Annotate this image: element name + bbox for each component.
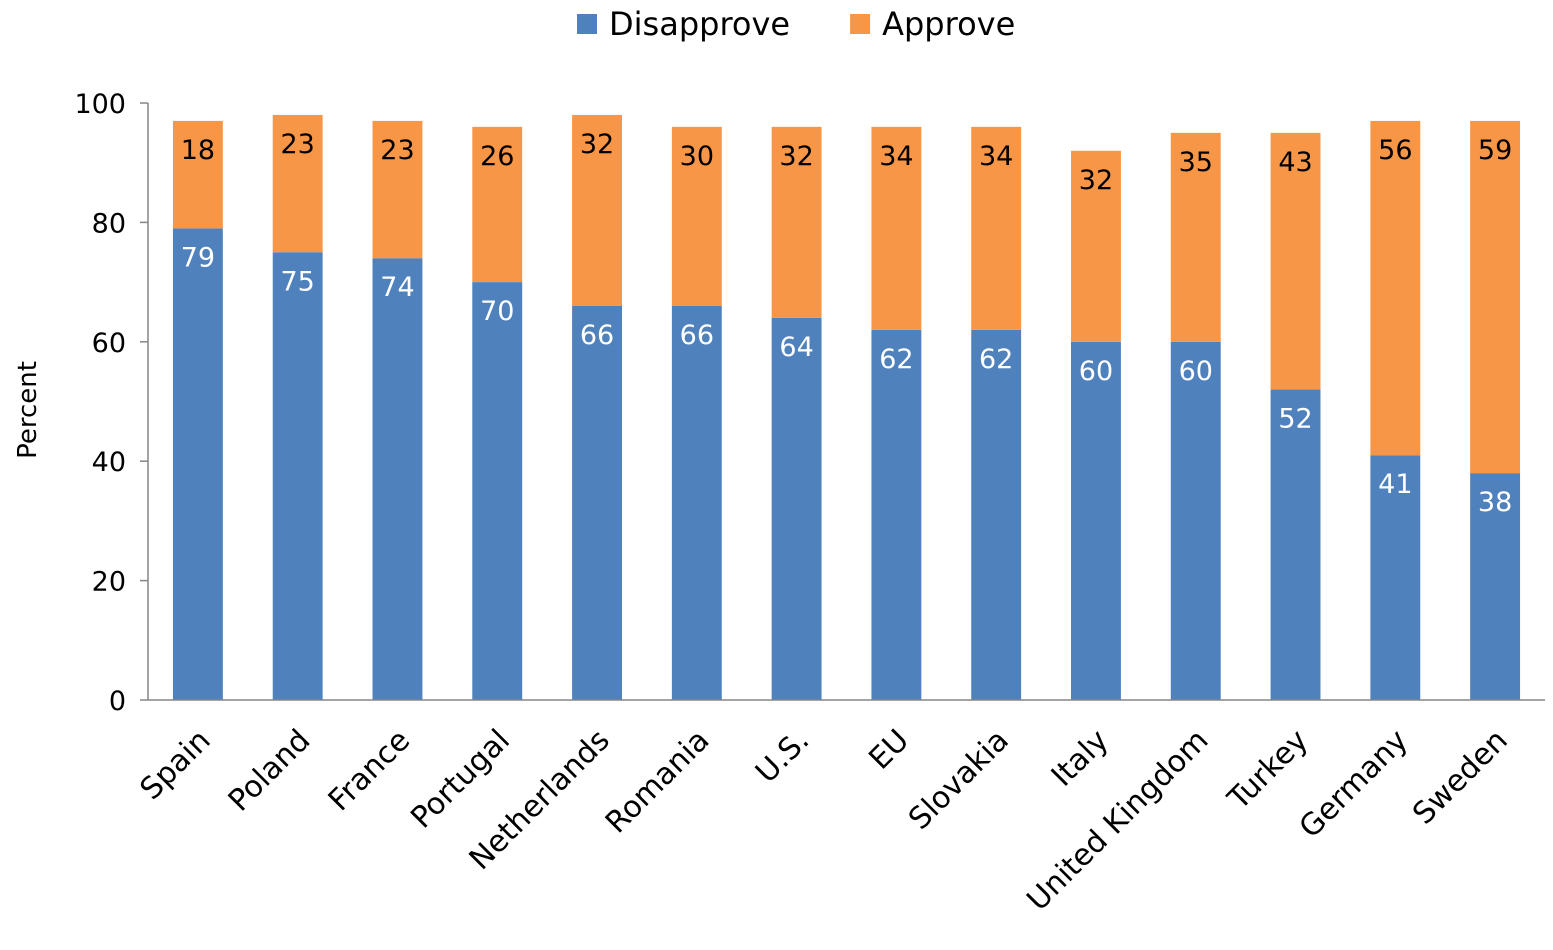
x-tick-label-germany: Germany — [1293, 723, 1415, 845]
bar-disapprove-netherlands — [572, 306, 622, 700]
data-label-approve-portugal: 26 — [480, 141, 514, 172]
data-label-disapprove-poland: 75 — [280, 266, 314, 297]
legend-label-approve: Approve — [882, 5, 1015, 43]
bar-disapprove-slovakia — [971, 330, 1021, 700]
bar-disapprove-u-s — [772, 318, 822, 700]
data-label-disapprove-portugal: 70 — [480, 296, 514, 327]
x-tick-label-slovakia: Slovakia — [902, 723, 1016, 837]
data-label-approve-netherlands: 32 — [580, 129, 614, 160]
data-label-approve-sweden: 59 — [1478, 135, 1512, 166]
legend-swatch-approve — [850, 14, 870, 34]
bars: 79 18 75 23 74 23 70 26 66 32 66 30 64 32 62 34 62 34 60 32… — [173, 115, 1520, 700]
x-tick-label-spain: Spain — [134, 723, 218, 807]
bar-group-spain: 79 18 — [173, 121, 223, 700]
x-tick-label-united-kingdom: United Kingdom — [1020, 723, 1215, 918]
data-label-approve-romania: 30 — [680, 141, 714, 172]
data-label-approve-france: 23 — [380, 135, 414, 166]
y-axis: 0 20 40 60 80 100 — [74, 89, 148, 717]
bar-disapprove-united-kingdom — [1171, 342, 1221, 700]
bar-group-turkey: 52 43 — [1271, 133, 1321, 700]
data-label-disapprove-spain: 79 — [181, 242, 215, 273]
x-tick-label-sweden: Sweden — [1406, 723, 1515, 832]
bar-group-eu: 62 34 — [871, 127, 921, 700]
data-label-approve-united-kingdom: 35 — [1179, 147, 1213, 178]
legend-swatch-disapprove — [577, 14, 597, 34]
bar-approve-sweden — [1470, 121, 1520, 473]
bar-group-netherlands: 66 32 — [572, 115, 622, 700]
bar-group-romania: 66 30 — [672, 127, 722, 700]
x-tick-label-u-s: U.S. — [749, 723, 816, 790]
x-axis: Spain Poland FrancePortugalNetherlandsRoma… — [134, 700, 1545, 918]
legend: Disapprove Approve — [577, 5, 1015, 43]
bar-disapprove-poland — [273, 252, 323, 700]
bar-approve-germany — [1370, 121, 1420, 455]
y-tick-label: 20 — [92, 567, 126, 598]
x-tick-label-poland: Poland — [222, 723, 318, 819]
y-tick-label: 80 — [92, 208, 126, 239]
bar-disapprove-turkey — [1271, 390, 1321, 700]
y-tick-label: 40 — [92, 447, 126, 478]
bar-disapprove-france — [373, 258, 423, 700]
bar-disapprove-romania — [672, 306, 722, 700]
y-tick-label: 100 — [74, 89, 126, 120]
legend-label-disapprove: Disapprove — [609, 5, 790, 43]
data-label-approve-italy: 32 — [1079, 165, 1113, 196]
y-axis-title: Percent — [13, 361, 43, 459]
x-tick-label-france: France — [322, 723, 417, 818]
x-tick-label-romania: Romania — [599, 723, 717, 841]
bar-group-u-s: 64 32 — [772, 127, 822, 700]
data-label-disapprove-united-kingdom: 60 — [1179, 356, 1213, 387]
data-label-disapprove-sweden: 38 — [1478, 487, 1512, 518]
bar-group-portugal: 70 26 — [472, 127, 522, 700]
data-label-disapprove-turkey: 52 — [1278, 404, 1312, 435]
x-tick-label-turkey: Turkey — [1221, 723, 1315, 817]
bar-group-sweden: 38 59 — [1470, 121, 1520, 700]
data-label-approve-u-s: 32 — [779, 141, 813, 172]
data-label-approve-eu: 34 — [879, 141, 913, 172]
bar-group-poland: 75 23 — [273, 115, 323, 700]
bar-disapprove-portugal — [472, 282, 522, 700]
data-label-disapprove-eu: 62 — [879, 344, 913, 375]
bar-group-germany: 41 56 — [1370, 121, 1420, 700]
bar-disapprove-eu — [871, 330, 921, 700]
bar-disapprove-spain — [173, 228, 223, 700]
data-label-disapprove-netherlands: 66 — [580, 320, 614, 351]
data-label-approve-germany: 56 — [1378, 135, 1412, 166]
data-label-approve-slovakia: 34 — [979, 141, 1013, 172]
bar-disapprove-italy — [1071, 342, 1121, 700]
y-tick-label: 0 — [109, 686, 126, 717]
y-tick-label: 60 — [92, 328, 126, 359]
bar-group-italy: 60 32 — [1071, 151, 1121, 700]
data-label-disapprove-romania: 66 — [680, 320, 714, 351]
data-label-disapprove-germany: 41 — [1378, 469, 1412, 500]
data-label-disapprove-slovakia: 62 — [979, 344, 1013, 375]
bar-group-united-kingdom: 60 35 — [1171, 133, 1221, 700]
bar-group-slovakia: 62 34 — [971, 127, 1021, 700]
x-tick-label-italy: Italy — [1045, 723, 1116, 794]
data-label-approve-spain: 18 — [181, 135, 215, 166]
bar-group-france: 74 23 — [373, 121, 423, 700]
data-label-approve-poland: 23 — [280, 129, 314, 160]
data-label-disapprove-france: 74 — [380, 272, 414, 303]
data-label-disapprove-italy: 60 — [1079, 356, 1113, 387]
x-tick-label-eu: EU — [862, 723, 916, 777]
data-label-disapprove-u-s: 64 — [779, 332, 813, 363]
data-label-approve-turkey: 43 — [1278, 147, 1312, 178]
